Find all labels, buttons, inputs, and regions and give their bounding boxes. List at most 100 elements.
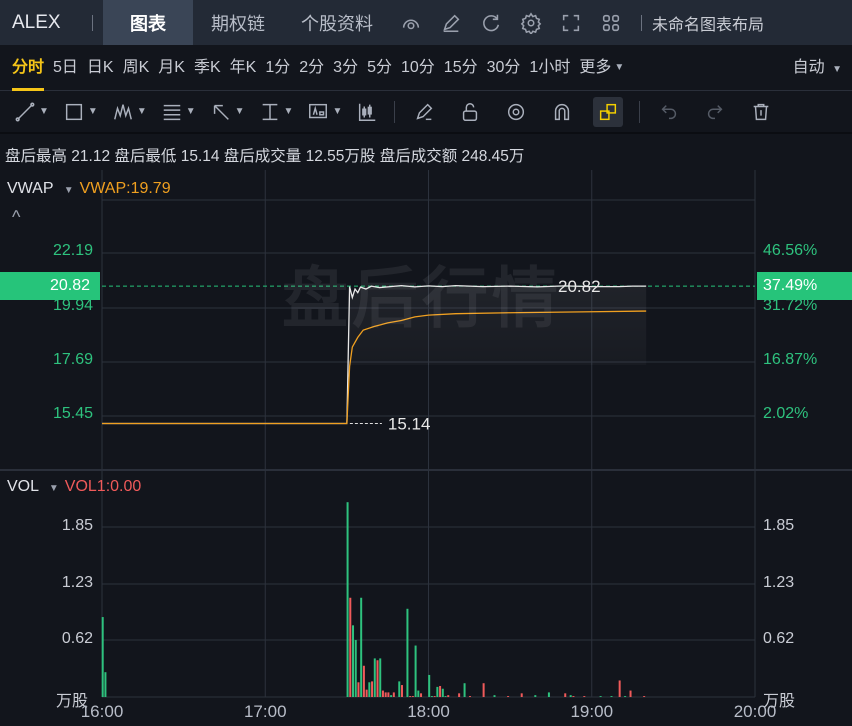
eye-icon [508,103,525,120]
pencil-button[interactable] [413,101,435,123]
ticker-symbol[interactable]: ALEX [12,11,61,33]
volume-bar [610,696,613,697]
redo-button[interactable] [704,101,726,123]
volume-bar [469,696,472,697]
scale-mode-dropdown[interactable]: 自动 ▼ [793,45,842,91]
period-tab[interactable]: 季K [193,58,221,76]
refresh-icon[interactable] [478,10,504,36]
gauge-icon[interactable] [398,10,424,36]
volume-bar [409,696,412,697]
fibonacci-tool-icon [163,104,180,120]
volume-bar [406,608,409,697]
period-tab[interactable]: 日K [86,58,114,76]
period-tab[interactable]: 5分 [367,58,392,76]
period-tab[interactable]: 周K [122,58,150,76]
volume-unit-label: 万股 [763,693,796,710]
volume-indicator-label[interactable]: VOL ▼ VOL1:0.00 [7,478,141,496]
volume-bar [520,693,523,697]
percent-axis-tick: 16.87% [763,351,818,368]
caret-down-icon[interactable]: ▼ [48,483,59,494]
volume-axis-tick: 1.23 [763,574,795,591]
caret-down-icon[interactable]: ▼ [332,106,343,117]
period-tab[interactable]: 5日 [53,58,78,76]
caret-down-icon[interactable]: ▼ [185,106,196,117]
caret-down-icon[interactable]: ▼ [136,106,147,117]
layout-name[interactable]: 未命名图表布局 [652,16,765,34]
period-tab[interactable]: 更多 [579,58,612,76]
arrow-tool[interactable]: ▼ [210,101,245,123]
volume-bar [564,693,567,697]
volume-bar [624,696,627,697]
volume-bar [365,689,368,697]
volume-bar [447,695,450,697]
edit-icon[interactable] [438,10,464,36]
period-tab[interactable]: 15分 [443,58,478,76]
rectangle-tool[interactable]: ▼ [63,101,98,123]
chevron-up-icon[interactable]: ^ [12,207,21,227]
volume-bar [104,672,107,697]
period-tab[interactable]: 1小时 [529,58,571,76]
low-price-label: 15.14 [388,414,431,433]
volume-unit-label: 万股 [56,693,89,710]
period-tab[interactable]: 10分 [400,58,435,76]
volume-bar [384,692,387,697]
volume-bar [599,696,602,697]
price-area [346,285,647,424]
period-tab[interactable]: 1分 [265,58,291,76]
volume-bar [629,690,632,697]
caret-down-icon[interactable]: ▼ [39,106,49,117]
period-tab[interactable]: 月K [158,58,185,76]
caret-down-icon[interactable]: ▼ [234,106,245,117]
undo-button[interactable] [658,101,680,123]
tab-options-chain[interactable]: 期权链 [211,13,265,34]
grid-layout-icon[interactable] [598,10,624,36]
percent-axis-tick: 31.72% [763,297,818,314]
volume-bar [387,692,390,697]
visibility-button[interactable] [505,101,527,123]
time-axis-tick: 16:00 [80,702,124,721]
time-axis-tick: 18:00 [407,702,450,721]
volume-bar [362,665,365,697]
line-tool[interactable]: ▼ [14,101,49,123]
period-tab[interactable]: 分时 [12,45,45,91]
indicator-name: VOL [7,478,39,495]
caret-down-icon[interactable]: ▼ [87,106,98,117]
watermark: 盘后行情 [282,261,562,335]
volume-bar [379,658,382,697]
candle-tool[interactable] [356,101,378,123]
volume-bar [400,685,403,697]
measure-tool[interactable]: ▼ [259,101,294,123]
volume-bar [463,683,466,697]
volume-axis-tick: 0.62 [763,630,795,647]
volume-bar [618,680,621,697]
magnet-button[interactable] [551,101,573,123]
tab-chart[interactable]: 图表 [103,0,193,45]
rectangle-tool-icon [65,103,82,120]
volume-bar [390,695,393,697]
volume-bar [414,645,417,697]
fullscreen-icon[interactable] [558,10,584,36]
text-tool[interactable]: ▼ [307,101,342,123]
scale-mode-label: 自动 [792,59,825,76]
period-tab[interactable]: 30分 [486,58,521,76]
tab-stock-profile[interactable]: 个股资料 [301,13,373,34]
volume-bar [430,696,433,697]
fibonacci-tool[interactable]: ▼ [161,101,196,123]
trash-icon [754,103,769,120]
caret-down-icon[interactable]: ▼ [63,185,74,196]
pattern-tool[interactable]: ▼ [112,101,147,123]
price-indicator-label[interactable]: VWAP ▼ VWAP:19.79 [7,180,171,198]
period-tab[interactable]: 3分 [333,58,359,76]
lock-button[interactable] [459,101,481,123]
volume-bar [371,681,374,697]
caret-down-icon[interactable]: ▼ [283,106,294,117]
delete-button[interactable] [750,101,772,123]
price-axis-tick: 15.45 [52,405,93,422]
volume-bar [354,640,357,697]
period-tab[interactable]: 年K [229,58,257,76]
link-button[interactable] [593,96,624,127]
settings-icon[interactable] [518,10,544,36]
period-tab[interactable]: 2分 [299,58,325,76]
volume-bar [101,617,104,697]
